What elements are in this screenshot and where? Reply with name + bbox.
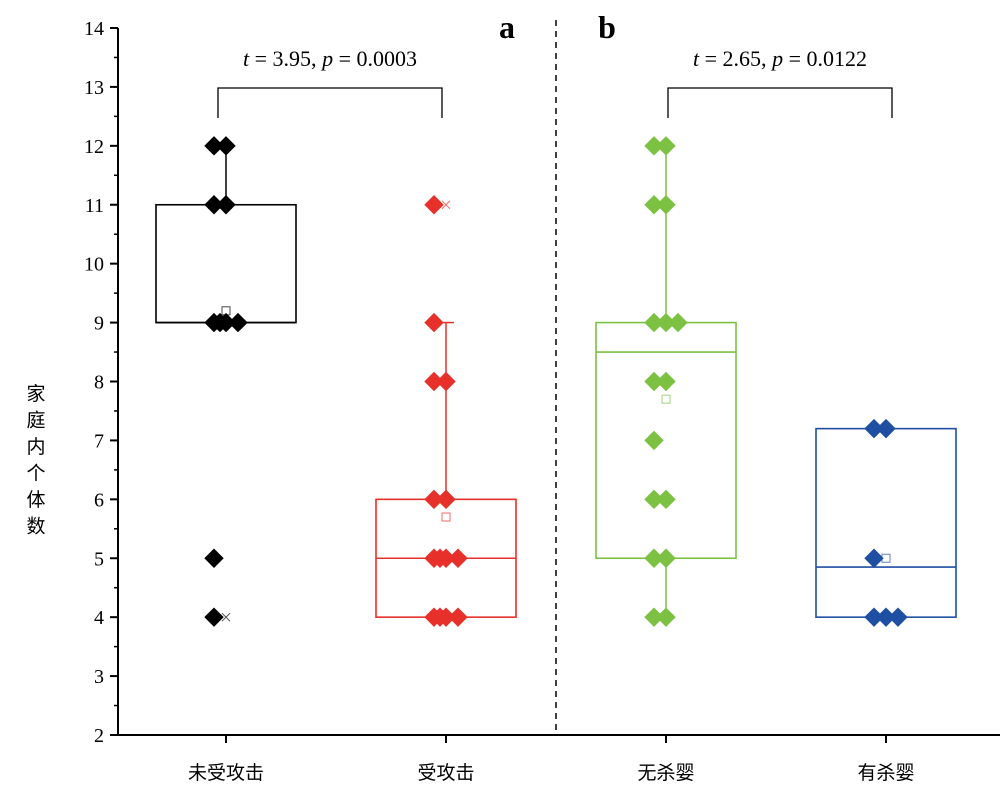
data-point [210,312,230,333]
data-point [888,607,908,627]
y-tick-label: 6 [94,489,104,511]
data-point [430,607,450,627]
y-tick-label: 13 [84,77,104,99]
y-tick-label: 14 [84,18,104,40]
data-point [436,371,456,392]
group-1 [375,195,517,627]
panel-label-b: b [598,9,616,45]
x-category-label: 受攻击 [417,762,474,784]
panel-label-a: a [499,9,515,45]
y-axis-label: 家庭内个体数 [26,383,45,538]
data-point [656,136,676,156]
mean-marker [661,394,671,404]
y-tick-label: 9 [94,313,104,335]
mean-marker [441,512,451,522]
data-point [204,607,224,627]
data-point [876,418,896,439]
data-point [644,430,664,451]
significance-bracket [667,87,893,118]
group-3 [815,418,957,627]
data-point [436,489,456,510]
y-tick-label: 10 [84,254,104,276]
data-point [656,607,676,627]
data-point [656,548,676,568]
outlier-mark [441,200,451,210]
data-point [864,548,884,568]
data-point [430,548,450,568]
stat-annotation: t = 3.95, p = 0.0003 [243,46,417,71]
data-point [448,548,468,568]
data-point [216,136,236,156]
group-0 [155,136,297,627]
group-2 [595,136,737,627]
y-tick-label: 12 [84,136,104,158]
data-point [448,607,468,627]
data-point [228,312,248,333]
data-point [656,489,676,510]
x-category-label: 未受攻击 [188,762,264,784]
y-tick-label: 5 [94,548,104,570]
stat-annotation: t = 2.65, p = 0.0122 [693,46,867,71]
significance-bracket [217,87,443,118]
x-category-label: 有杀婴 [857,762,914,784]
data-point [656,371,676,392]
data-point [424,195,444,215]
data-point [204,548,224,568]
y-tick-label: 7 [94,430,104,452]
outlier-mark [221,612,231,622]
y-tick-label: 4 [94,607,104,629]
box [815,427,957,618]
y-tick-label: 3 [94,666,104,688]
data-point [668,312,688,333]
y-tick-label: 8 [94,372,104,394]
data-point [656,195,676,215]
y-tick-label: 11 [85,195,104,217]
box [155,203,297,324]
x-category-label: 无杀婴 [637,762,694,784]
data-point [216,195,236,215]
data-point [424,312,444,333]
box [595,321,737,560]
y-tick-label: 2 [94,725,104,747]
